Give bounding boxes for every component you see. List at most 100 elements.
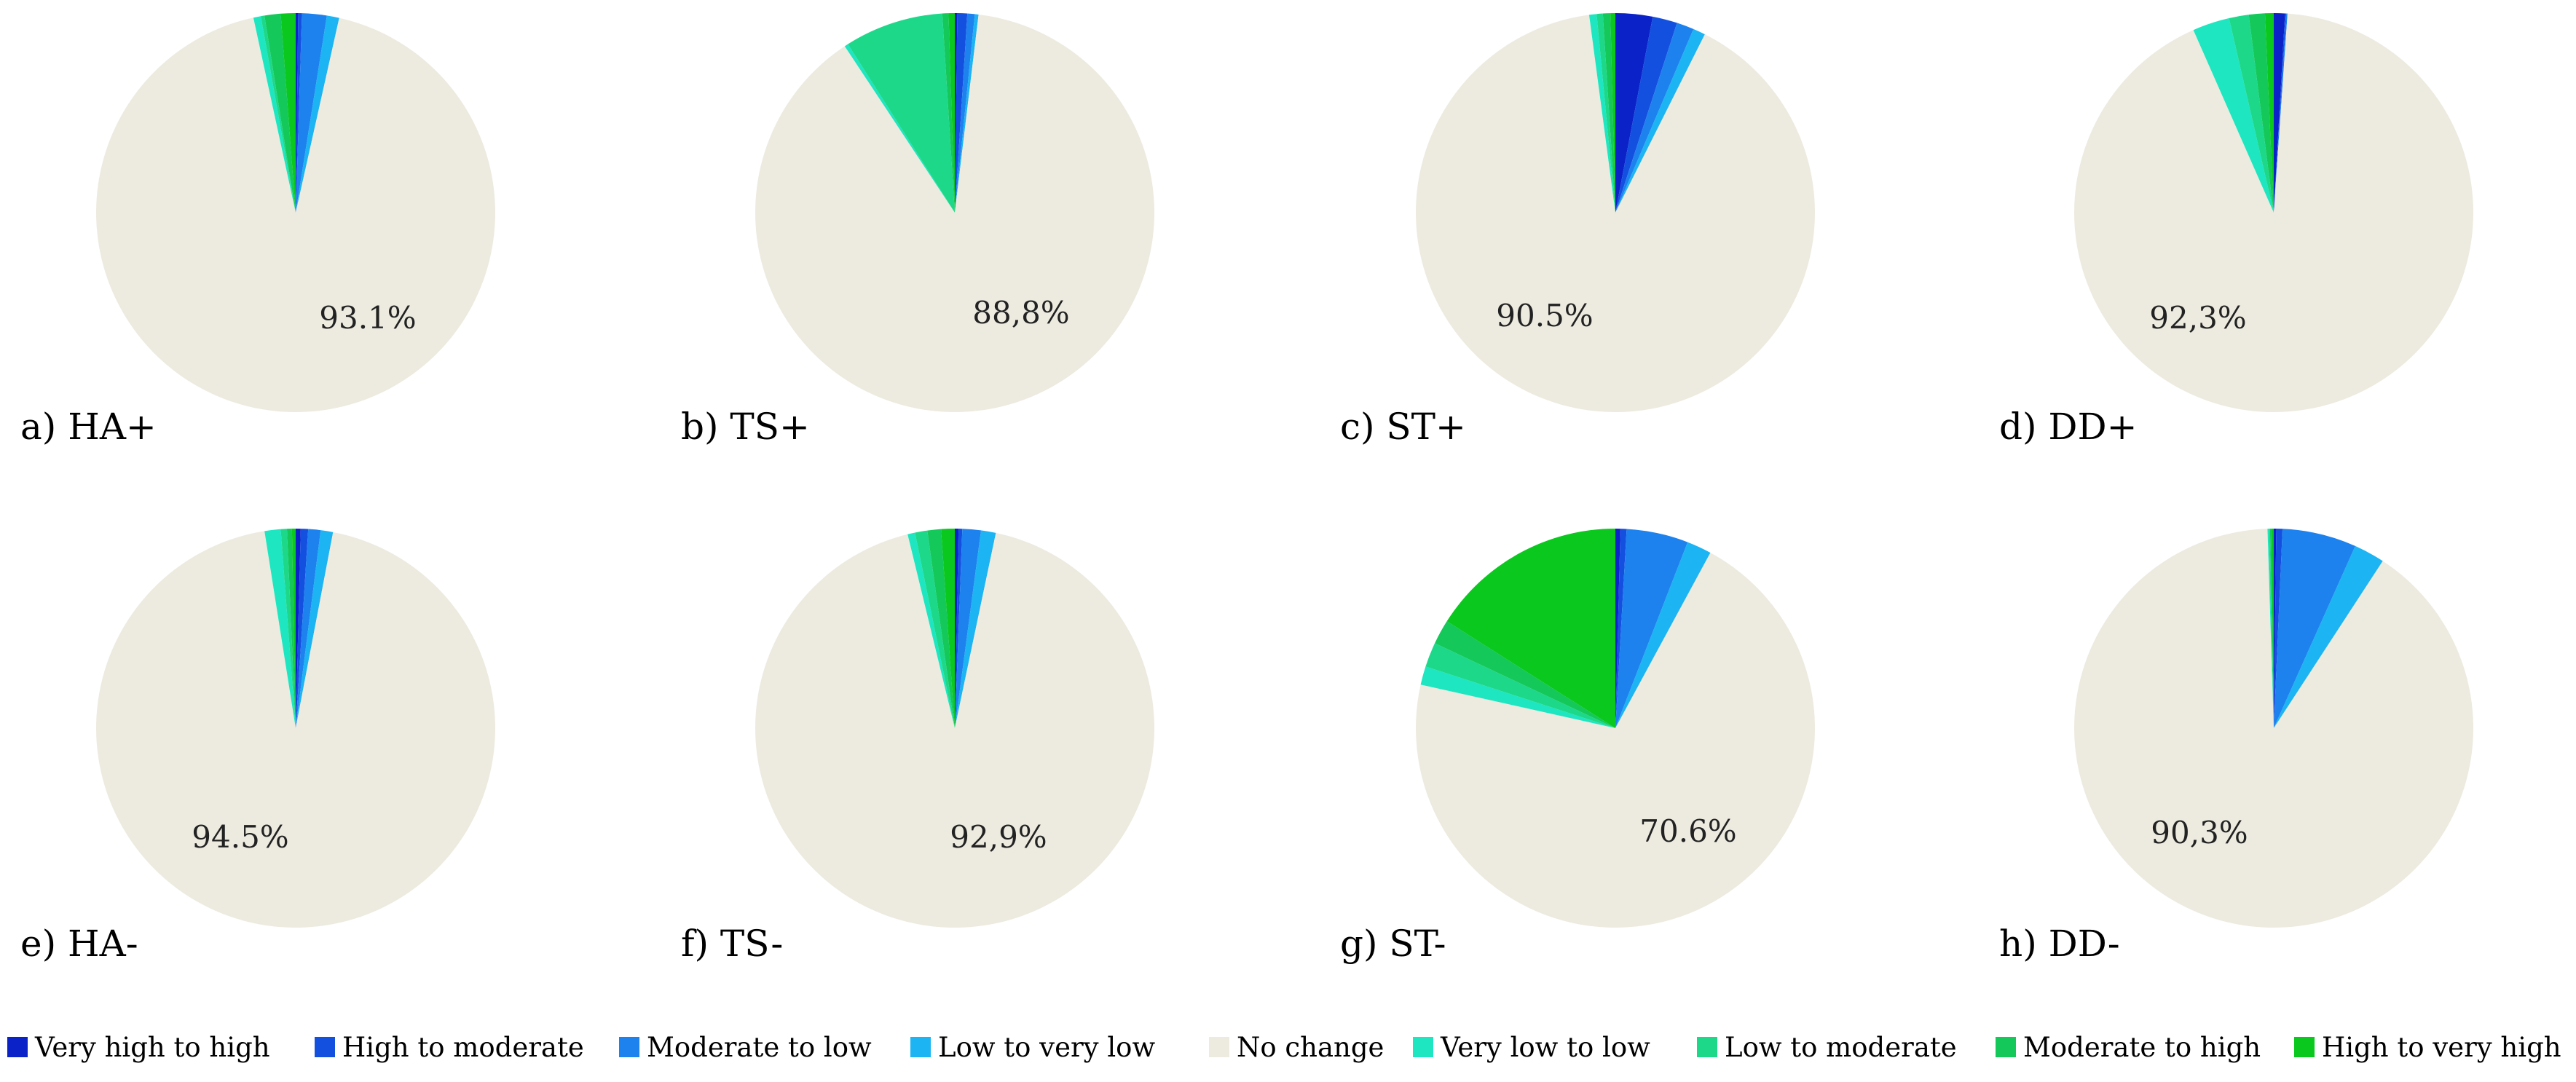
pie-slice-no-change	[755, 14, 1154, 412]
pie-slice-low-to-very-low	[1615, 28, 1705, 213]
pie-slice-no-change	[95, 17, 496, 413]
legend-swatch	[7, 1037, 28, 1057]
pie-slice-moderate-to-low	[296, 529, 321, 728]
pie-slice-high-to-very-high	[1610, 13, 1615, 213]
pie-slice-low-to-very-low	[2274, 545, 2383, 728]
panel-label: g) ST-	[1340, 923, 1446, 965]
pie-slice-moderate-to-high	[927, 529, 955, 728]
pie-slice-low-to-moderate	[261, 15, 296, 213]
pie-slice-high-to-very-high	[280, 13, 296, 213]
percent-label: 92,9%	[950, 819, 1047, 855]
pie-chart	[2074, 529, 2474, 928]
pie-chart	[755, 528, 1154, 928]
pie-slice-very-high-to-high	[955, 529, 959, 728]
pie-slice-moderate-to-low	[2274, 13, 2288, 213]
pie-slice-high-to-moderate	[296, 13, 302, 213]
pie-slice-very-high-to-high	[296, 529, 301, 728]
percent-label: 70.6%	[1639, 813, 1736, 849]
pie-slice-very-high-to-high	[2274, 529, 2277, 728]
pie-slice-very-low-to-low	[1588, 14, 1615, 213]
pie-slice-moderate-to-low	[955, 529, 982, 728]
legend-swatch	[1209, 1037, 1229, 1057]
pie-slice-low-to-very-low	[955, 14, 979, 213]
pie-slice-very-low-to-low	[907, 532, 955, 728]
pie-slice-low-to-moderate	[1596, 13, 1615, 213]
pie-slice-high-to-moderate	[2274, 529, 2283, 728]
legend-swatch	[619, 1037, 639, 1057]
pie-slice-moderate-to-high	[1602, 13, 1615, 213]
panel-label: d) DD+	[1999, 406, 2137, 448]
pie-slice-moderate-to-low	[1615, 529, 1688, 728]
pie-slice-no-change	[1416, 553, 1816, 928]
pie-slice-no-change	[2074, 529, 2474, 928]
pie-slice-low-to-moderate	[280, 529, 296, 728]
pie-slice-low-to-very-low	[296, 15, 339, 213]
pie-chart	[1416, 529, 1816, 928]
pie-slice-low-to-very-low	[1615, 542, 1711, 728]
legend-swatch	[1996, 1037, 2016, 1057]
pie-slice-low-to-very-low	[296, 530, 334, 728]
panel-label: c) ST+	[1340, 406, 1466, 448]
percent-label: 88,8%	[972, 295, 1069, 331]
pie-slice-very-high-to-high	[296, 12, 299, 213]
pie-slice-very-high-to-high	[2274, 13, 2285, 213]
percent-label: 92,3%	[2149, 300, 2246, 336]
pie-slice-no-change	[1415, 15, 1815, 412]
legend-item: Low to very low	[910, 1025, 1155, 1069]
pie-slice-very-low-to-low	[2267, 529, 2274, 728]
pie-slice-moderate-to-low	[1615, 23, 1694, 213]
pie-slice-high-to-very-high	[941, 528, 955, 728]
pie-chart	[755, 12, 1154, 412]
percent-label: 93.1%	[319, 300, 416, 336]
panel-label: e) HA-	[20, 923, 138, 965]
legend-label: Low to very low	[938, 1031, 1156, 1063]
pie-slice-low-to-moderate	[2269, 529, 2274, 728]
pie-chart	[95, 529, 495, 928]
pie-slice-no-change	[755, 532, 1154, 928]
legend-label: Very high to high	[35, 1031, 270, 1063]
pie-slice-high-to-very-high	[2264, 12, 2274, 213]
percent-label: 90.5%	[1496, 298, 1593, 333]
pie-slice-high-to-moderate	[955, 529, 963, 728]
pie-slice-low-to-moderate	[915, 530, 955, 728]
pie-slice-low-to-very-low	[955, 530, 996, 728]
pie-charts: 93.1% a) HA+ 88,8% b) TS+ 90.5% c) ST+ 92,3% d)…	[20, 12, 2474, 965]
pie-slice-moderate-to-high	[286, 529, 296, 728]
pie-slice-very-low-to-low	[2193, 17, 2274, 213]
pie-slice-moderate-to-high	[264, 13, 296, 213]
pie-slice-moderate-to-low	[2274, 529, 2355, 728]
legend-swatch	[2294, 1037, 2315, 1057]
pie-slice-very-high-to-high	[1615, 13, 1653, 213]
pie-slice-low-to-moderate	[2229, 15, 2274, 213]
pie-slice-very-low-to-low	[253, 16, 296, 213]
pie-slice-high-to-moderate	[2274, 13, 2287, 213]
pie-slice-low-to-moderate	[848, 13, 955, 213]
legend-swatch	[315, 1037, 335, 1057]
pie-chart	[1415, 13, 1815, 412]
legend-label: Low to moderate	[1725, 1031, 1957, 1063]
panel-label: f) TS-	[681, 923, 783, 965]
percent-label: 90,3%	[2151, 815, 2248, 850]
pie-slice-high-to-very-high	[1446, 529, 1615, 728]
pie-slice-high-to-moderate	[1615, 16, 1677, 213]
pie-slice-high-to-moderate	[1615, 529, 1627, 728]
panel-label: b) TS+	[681, 406, 810, 448]
pie-slice-high-to-moderate	[296, 529, 309, 728]
pie-slice-high-to-very-high	[291, 529, 296, 728]
pie-slice-very-low-to-low	[844, 44, 955, 213]
legend-label: Moderate to high	[2023, 1031, 2261, 1063]
pie-slice-low-to-moderate	[1425, 643, 1615, 728]
legend-item: High to very high	[2294, 1025, 2561, 1069]
legend-item: Moderate to high	[1996, 1025, 2261, 1069]
legend-swatch	[910, 1037, 931, 1057]
pie-slice-moderate-to-high	[2248, 13, 2274, 213]
pie-slice-no-change	[2073, 13, 2473, 412]
pie-slice-high-to-very-high	[948, 13, 955, 213]
legend-item: Low to moderate	[1697, 1025, 1957, 1069]
legend-item: Moderate to low	[619, 1025, 872, 1069]
pie-slice-very-high-to-high	[1615, 529, 1620, 728]
panel-label: h) DD-	[1999, 923, 2120, 965]
percent-label: 94.5%	[192, 819, 288, 855]
pie-slice-high-to-very-high	[2271, 529, 2274, 728]
